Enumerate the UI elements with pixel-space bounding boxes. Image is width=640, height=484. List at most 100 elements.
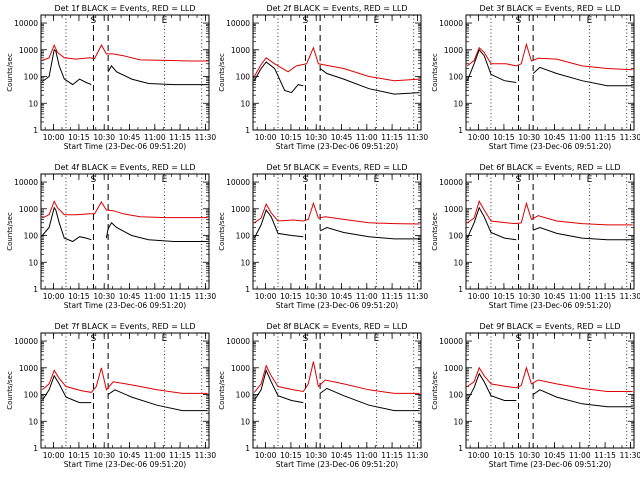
x-tick-label: 11:30 — [407, 451, 429, 460]
x-tick-label: 11:00 — [144, 292, 166, 301]
x-tick-label: 11:00 — [356, 133, 378, 142]
y-tick-label: 1000 — [19, 46, 38, 55]
events-series-line — [532, 66, 633, 87]
y-axis-label: Counts/sec — [431, 53, 439, 92]
x-tick-label: 11:15 — [169, 451, 191, 460]
panel-title: Det 4f BLACK = Events, RED = LLD — [54, 163, 195, 172]
marker-label: E — [162, 175, 168, 185]
y-tick-label: 10000 — [226, 178, 250, 187]
x-tick-label: 10:30 — [305, 292, 327, 301]
events-series-line — [253, 368, 304, 404]
x-tick-label: 11:15 — [594, 451, 616, 460]
x-tick-label: 11:00 — [569, 292, 591, 301]
plot-frame — [252, 173, 422, 290]
y-axis-label: Counts/sec — [218, 371, 226, 410]
marker-label: S — [302, 16, 308, 26]
y-tick-label: 100 — [449, 391, 464, 400]
panel-title: Det 9f BLACK = Events, RED = LLD — [479, 322, 620, 331]
y-axis-label: Counts/sec — [6, 371, 14, 410]
x-tick-label: 11:30 — [195, 133, 217, 142]
y-tick-label: 10 — [453, 258, 463, 267]
y-axis-label: Counts/sec — [431, 212, 439, 251]
marker-label: E — [162, 334, 168, 344]
events-series-line — [319, 68, 420, 95]
plot-frame — [252, 332, 422, 449]
y-tick-label: 10000 — [226, 19, 250, 28]
y-tick-label: 10 — [28, 99, 38, 108]
marker-label: S — [90, 16, 96, 26]
marker-label: E — [374, 334, 380, 344]
y-tick-label: 10000 — [439, 178, 463, 187]
y-axis-label: Counts/sec — [431, 371, 439, 410]
lld-series-line — [253, 46, 420, 82]
events-series-line — [105, 222, 208, 242]
x-tick-label: 11:15 — [169, 292, 191, 301]
events-series-line — [253, 61, 304, 94]
x-tick-label: 10:45 — [544, 133, 566, 142]
y-tick-label: 10000 — [226, 337, 250, 346]
x-tick-label: 10:30 — [518, 292, 540, 301]
x-tick-label: 10:30 — [518, 451, 540, 460]
x-tick-label: 10:45 — [544, 292, 566, 301]
x-tick-label: 11:15 — [381, 133, 403, 142]
y-tick-label: 1 — [33, 126, 38, 135]
x-tick-label: 11:15 — [381, 292, 403, 301]
events-series-line — [319, 387, 420, 412]
x-axis-label: Start Time (23-Dec-06 09:51:20) — [276, 301, 398, 310]
x-tick-label: 11:30 — [407, 133, 429, 142]
lld-series-line — [253, 361, 420, 394]
x-tick-label: 11:00 — [356, 451, 378, 460]
x-tick-label: 10:30 — [93, 292, 115, 301]
events-series-line — [107, 389, 208, 412]
panel-title: Det 3f BLACK = Events, RED = LLD — [479, 4, 620, 13]
y-tick-label: 100 — [449, 232, 464, 241]
x-tick-label: 11:30 — [195, 451, 217, 460]
x-tick-label: 10:15 — [68, 451, 90, 460]
x-tick-label: 10:00 — [468, 451, 490, 460]
x-tick-label: 10:00 — [255, 451, 277, 460]
x-tick-label: 10:15 — [68, 292, 90, 301]
x-axis-label: Start Time (23-Dec-06 09:51:20) — [276, 460, 398, 469]
x-tick-label: 10:00 — [255, 292, 277, 301]
x-tick-label: 11:00 — [569, 133, 591, 142]
y-tick-label: 1000 — [444, 205, 463, 214]
x-tick-label: 10:30 — [93, 451, 115, 460]
y-tick-label: 10 — [28, 258, 38, 267]
y-tick-label: 1 — [33, 444, 38, 453]
y-tick-label: 10 — [240, 99, 250, 108]
plot-frame — [252, 14, 422, 131]
x-tick-label: 10:30 — [518, 133, 540, 142]
x-tick-label: 10:30 — [93, 133, 115, 142]
y-tick-label: 1 — [458, 126, 463, 135]
marker-label: S — [515, 16, 521, 26]
y-tick-label: 10000 — [439, 19, 463, 28]
x-tick-label: 10:45 — [544, 451, 566, 460]
x-tick-label: 11:30 — [620, 292, 640, 301]
panel-title: Det 8f BLACK = Events, RED = LLD — [266, 322, 407, 331]
y-tick-label: 10 — [453, 99, 463, 108]
x-axis-label: Start Time (23-Dec-06 09:51:20) — [489, 301, 611, 310]
plot-frame — [40, 332, 210, 449]
plot-frame — [465, 173, 635, 290]
x-axis-label: Start Time (23-Dec-06 09:51:20) — [276, 142, 398, 151]
y-tick-label: 100 — [236, 73, 251, 82]
y-tick-label: 10 — [240, 417, 250, 426]
x-axis-label: Start Time (23-Dec-06 09:51:20) — [489, 460, 611, 469]
x-tick-label: 10:45 — [119, 133, 141, 142]
x-axis-label: Start Time (23-Dec-06 09:51:20) — [64, 301, 186, 310]
x-tick-label: 11:30 — [195, 292, 217, 301]
x-tick-label: 11:30 — [620, 133, 640, 142]
y-tick-label: 100 — [24, 232, 39, 241]
marker-label: S — [90, 175, 96, 185]
marker-label: E — [587, 16, 593, 26]
lld-series-line — [41, 367, 208, 394]
events-series-line — [466, 372, 517, 401]
plot-frame — [40, 173, 210, 290]
events-series-line — [532, 226, 633, 241]
x-tick-label: 11:15 — [594, 133, 616, 142]
